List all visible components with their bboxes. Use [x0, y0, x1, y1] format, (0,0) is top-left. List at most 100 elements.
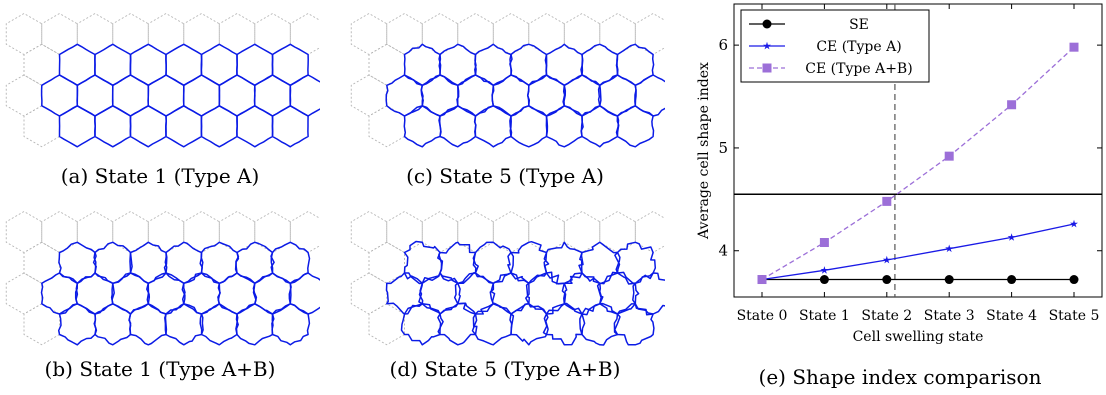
x-tick-label: State 1	[799, 308, 850, 324]
point-star	[945, 244, 954, 253]
cell-outline	[110, 272, 150, 315]
series-0	[757, 275, 1079, 285]
cell-outline	[58, 43, 96, 87]
grid-hexagon	[5, 12, 43, 56]
cell-outline	[288, 272, 320, 315]
grid-hexagon	[23, 303, 60, 346]
cell-outline	[58, 105, 96, 148]
point-circle	[762, 19, 772, 29]
cell-outline	[616, 105, 655, 148]
grid-hexagon	[41, 210, 78, 254]
grid-hexagon	[5, 74, 43, 117]
x-tick-label: State 5	[1049, 308, 1100, 324]
grid-hexagon	[350, 210, 388, 254]
caption-d: (d) State 5 (Type A+B)	[389, 357, 621, 381]
tissue-mesh-a	[5, 12, 320, 148]
grid-hexagon	[254, 12, 291, 56]
point-square	[1069, 42, 1079, 52]
cell-outline	[94, 43, 132, 87]
legend-label: SE	[849, 17, 869, 33]
cell-outline	[200, 303, 239, 346]
grid-hexagon	[289, 12, 320, 56]
cell-outline	[94, 303, 132, 346]
cell-outline	[403, 43, 442, 87]
tissue-mesh-b	[5, 210, 320, 346]
cell-outline	[289, 74, 320, 117]
cell-outline	[94, 105, 132, 148]
series-line	[761, 223, 1075, 281]
cell-outline	[385, 74, 424, 117]
point-circle	[819, 275, 829, 285]
x-axis-label: Cell swelling state	[853, 329, 984, 345]
cell-outline	[181, 272, 221, 315]
point-star	[820, 266, 829, 274]
cell-outline	[200, 105, 238, 148]
legend: SE CE (Type A) CE (Type A+B)	[740, 9, 930, 83]
cell-outline	[562, 74, 601, 117]
point-star	[763, 41, 771, 50]
cell-layer	[385, 43, 665, 148]
cell-outline	[165, 105, 203, 148]
grid-hexagon	[634, 12, 665, 56]
cell-outline	[253, 74, 292, 117]
cell-outline	[40, 74, 79, 117]
tissue-mesh-c	[350, 12, 665, 148]
x-tick-label: State 2	[861, 308, 912, 324]
cell-layer	[385, 240, 665, 346]
point-square	[882, 196, 892, 206]
y-tick-label: 6	[718, 36, 728, 54]
point-circle	[944, 275, 954, 285]
caption-a: (a) State 1 (Type A)	[60, 164, 260, 188]
grid-hexagon	[368, 43, 405, 86]
series-line	[761, 46, 1075, 281]
grid-hexagon	[457, 210, 494, 254]
grid-hexagon	[350, 12, 388, 56]
point-star	[1070, 219, 1078, 228]
grid-hexagon	[5, 210, 43, 254]
grid-hexagon	[350, 74, 388, 117]
cell-outline	[236, 43, 274, 87]
legend-label: CE (Type A+B)	[805, 61, 912, 77]
cell-outline	[561, 272, 604, 315]
cell-outline	[545, 43, 584, 87]
grid-hexagon	[386, 210, 423, 254]
panel-b: (b) State 1 (Type A+B)	[0, 198, 320, 395]
grid-hexagon	[368, 105, 405, 148]
cell-outline	[200, 43, 238, 87]
point-circle	[882, 275, 892, 285]
panel-a: (a) State 1 (Type A)	[0, 0, 320, 200]
cell-outline	[93, 241, 132, 285]
cell-outline	[437, 302, 478, 346]
grid-hexagon	[147, 12, 185, 56]
point-square	[757, 275, 767, 285]
cell-outline	[111, 74, 150, 117]
cell-outline	[271, 105, 309, 148]
cell-outline	[613, 303, 655, 346]
y-axis-label: Average cell shape index	[696, 62, 712, 240]
caption-e: (e) Shape index comparison	[758, 365, 1042, 389]
cell-outline	[509, 43, 548, 87]
shape-index-chart: 4 5 6 State 0 State 1 State 2 State 3 State 4 St…	[696, 3, 1103, 345]
point-circle	[1069, 275, 1079, 285]
grid-hexagon	[41, 12, 78, 56]
point-star	[882, 255, 891, 264]
grid-hexagon	[218, 12, 256, 56]
point-square	[944, 151, 954, 161]
cell-outline	[147, 74, 185, 117]
cell-outline	[578, 241, 621, 285]
y-tick-label: 5	[718, 139, 728, 157]
grid-hexagon	[23, 105, 60, 148]
cell-outline	[163, 241, 204, 285]
cell-outline	[234, 241, 274, 285]
grid-hexagon	[289, 210, 320, 254]
cell-outline	[456, 74, 495, 117]
cell-outline	[165, 43, 203, 87]
grid-hexagon	[183, 12, 220, 56]
point-star	[1007, 233, 1016, 241]
x-tick-label: State 3	[924, 308, 975, 324]
y-tick-label: 4	[718, 242, 728, 260]
cell-layer	[40, 241, 320, 346]
cell-outline	[128, 303, 168, 346]
grid-hexagon	[599, 12, 636, 56]
cell-outline	[491, 74, 530, 117]
